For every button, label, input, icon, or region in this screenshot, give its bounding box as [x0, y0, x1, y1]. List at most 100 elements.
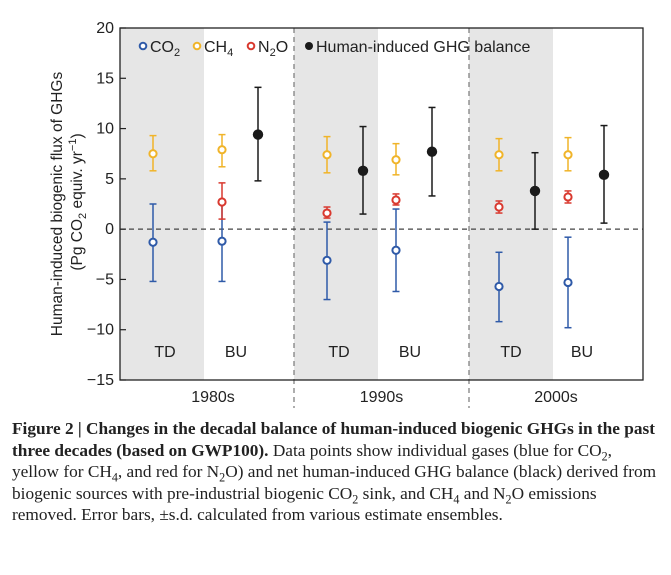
- data-marker: [252, 129, 264, 140]
- data-marker: [217, 197, 227, 207]
- caption-text-7: O emissions removed. Error bars, ±s.d. c…: [12, 483, 597, 525]
- legend-label-main: Human-induced GHG balance: [316, 39, 530, 56]
- point-n2o-2000s-BU: [563, 190, 573, 204]
- y-tick-label: −15: [87, 372, 114, 389]
- x-axis: 1980s 1990s 2000s: [191, 389, 578, 406]
- data-marker: [148, 237, 158, 247]
- point-co2-2000s-TD: [494, 251, 504, 323]
- point-balance-1980s-BU: [252, 86, 264, 182]
- point-n2o-1980s-BU: [217, 182, 227, 220]
- legend-marker: [246, 41, 256, 51]
- caption-sub-2: 4: [111, 470, 118, 485]
- caption-text-6: and N: [459, 483, 506, 503]
- legend-marker: [305, 42, 313, 50]
- figure-caption: Figure 2 | Changes in the decadal balanc…: [12, 418, 662, 526]
- data-marker: [494, 202, 504, 212]
- ylabel-prefix: (Pg CO: [69, 219, 86, 271]
- data-marker: [563, 277, 573, 288]
- legend-label-main: CH: [204, 39, 227, 56]
- legend-entry-n2o: N2O: [246, 39, 288, 59]
- data-marker: [529, 185, 541, 197]
- y-axis-label-line2: (Pg CO2 equiv. yr−1): [67, 133, 89, 270]
- method-labels: TD BU TD BU TD BU: [154, 344, 593, 361]
- point-ch4-2000s-TD: [494, 137, 504, 172]
- y-tick-label: 20: [96, 20, 114, 37]
- point-ch4-1980s-TD: [148, 134, 158, 172]
- caption-text-5: sink, and CH: [358, 483, 454, 503]
- point-ch4-1990s-TD: [322, 135, 332, 174]
- data-marker: [563, 150, 573, 160]
- y-tick-label: 15: [96, 70, 114, 87]
- td-band-1980s: [120, 28, 204, 380]
- data-marker: [322, 255, 332, 265]
- legend-marker: [192, 41, 202, 51]
- data-marker: [217, 236, 227, 246]
- data-marker: [391, 245, 401, 255]
- caption-sub-3: 2: [219, 470, 226, 485]
- data-marker: [598, 169, 610, 181]
- legend-label: CH4: [204, 39, 233, 59]
- point-ch4-1980s-BU: [217, 133, 227, 168]
- td-band-2000s: [469, 28, 553, 380]
- point-balance-2000s-TD: [529, 151, 541, 230]
- legend-label-main: N: [258, 39, 270, 56]
- caption-text-1: Data points show individual gases (blue …: [268, 440, 602, 460]
- td-shading-bands: [120, 28, 553, 380]
- data-marker: [357, 165, 369, 177]
- point-co2-1990s-TD: [322, 221, 332, 301]
- caption-sub-5: 4: [453, 491, 460, 506]
- caption-text-3: , and red for N: [117, 462, 220, 481]
- caption-sub-4: 2: [352, 491, 359, 506]
- point-n2o-2000s-TD: [494, 200, 504, 214]
- point-co2-1980s-TD: [148, 203, 158, 283]
- data-marker: [391, 155, 401, 165]
- data-marker: [322, 150, 332, 160]
- legend-label: CO2: [150, 39, 180, 59]
- legend-entry-ch4: CH4: [192, 39, 233, 59]
- caption-sub-1: 2: [601, 448, 608, 463]
- y-tick-label: −5: [96, 271, 114, 288]
- legend-label-sub: 2: [270, 47, 276, 59]
- ylabel-mid: equiv. yr: [69, 151, 86, 213]
- x-tick-label: 1990s: [360, 389, 404, 406]
- point-n2o-1990s-BU: [391, 193, 401, 206]
- ghg-balance-chart: 20 15 10 5 0 −5 −10 −15 1980s 1990s 2000s TD BU TD B…: [49, 20, 644, 408]
- data-marker: [494, 281, 504, 292]
- ylabel-sup: −1: [67, 139, 79, 152]
- y-tick-label: 5: [105, 171, 114, 188]
- method-label: BU: [399, 344, 421, 361]
- legend: CO2 CH4 N2O Human-induced GHG balance: [138, 39, 530, 59]
- x-tick-label: 1980s: [191, 389, 235, 406]
- y-axis: 20 15 10 5 0 −5 −10 −15: [87, 20, 126, 389]
- caption-text-2: , yellow for CH: [12, 440, 612, 482]
- legend-label-sub: 4: [227, 47, 233, 59]
- method-label: BU: [225, 344, 247, 361]
- x-tick-label: 2000s: [534, 389, 578, 406]
- legend-label-main: CO: [150, 39, 174, 56]
- data-marker: [148, 149, 158, 159]
- data-marker: [217, 145, 227, 155]
- ylabel-suffix: ): [69, 133, 86, 138]
- point-ch4-2000s-BU: [563, 136, 573, 172]
- point-balance-1990s-BU: [426, 106, 438, 197]
- decade-dividers: [293, 28, 470, 408]
- point-ch4-1990s-BU: [391, 142, 401, 176]
- method-label: BU: [571, 344, 593, 361]
- point-balance-2000s-BU: [598, 124, 610, 224]
- legend-label-suffix: O: [276, 39, 288, 56]
- legend-entry-balance: Human-induced GHG balance: [305, 39, 530, 56]
- y-tick-label: 0: [105, 221, 114, 238]
- data-marker: [391, 195, 401, 205]
- method-label: TD: [154, 344, 175, 361]
- point-n2o-1990s-TD: [322, 206, 332, 219]
- point-co2-1990s-BU: [391, 208, 401, 293]
- caption-text-4: O) and net human-induced GHG balance (bl…: [12, 462, 657, 503]
- data-marker: [563, 192, 573, 202]
- ylabel-sub: 2: [77, 213, 89, 219]
- data-series: [148, 86, 610, 329]
- plot-frame: [119, 27, 644, 381]
- caption-sub-6: 2: [505, 491, 512, 506]
- td-band-1990s: [294, 28, 378, 380]
- point-balance-1990s-TD: [357, 125, 369, 215]
- y-tick-label: 10: [96, 121, 114, 138]
